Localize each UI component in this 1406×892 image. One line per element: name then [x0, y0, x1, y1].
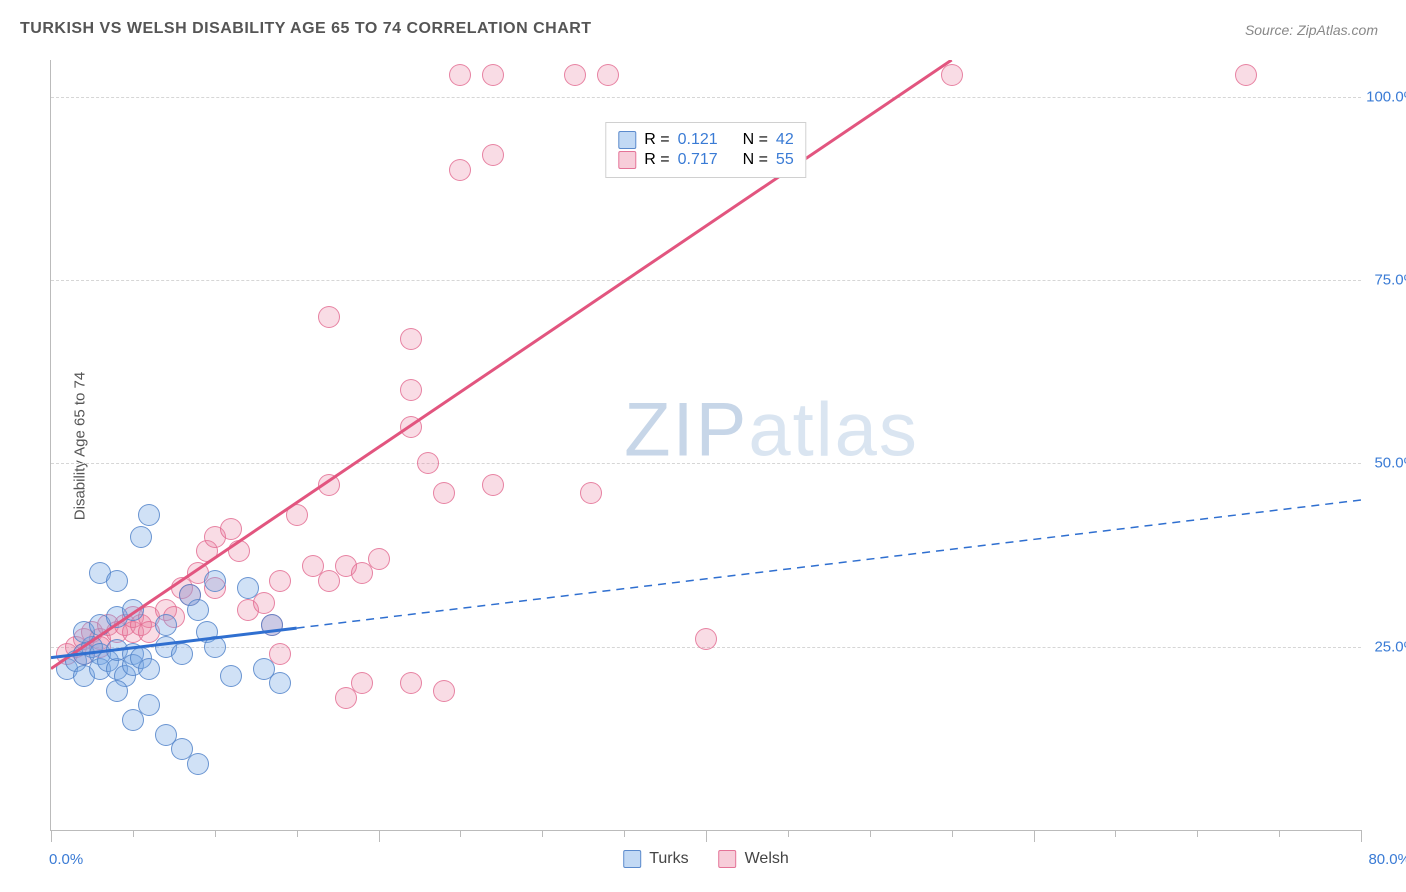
data-point	[482, 474, 504, 496]
r-label: R =	[644, 131, 669, 149]
data-point	[286, 504, 308, 526]
watermark: ZIPatlas	[624, 386, 919, 473]
data-point	[187, 753, 209, 775]
data-point	[138, 504, 160, 526]
data-point	[106, 680, 128, 702]
gridline	[51, 97, 1361, 98]
legend-item-welsh: Welsh	[719, 850, 789, 868]
data-point	[138, 694, 160, 716]
data-point	[171, 643, 193, 665]
data-point	[433, 680, 455, 702]
data-point	[482, 144, 504, 166]
data-point	[695, 628, 717, 650]
data-point	[106, 570, 128, 592]
watermark-atlas: atlas	[748, 387, 919, 472]
data-point	[228, 540, 250, 562]
data-point	[130, 526, 152, 548]
data-point	[220, 518, 242, 540]
x-tick	[624, 830, 625, 837]
n-label: N =	[743, 131, 768, 149]
x-tick	[706, 830, 707, 842]
chart-title: TURKISH VS WELSH DISABILITY AGE 65 TO 74…	[20, 20, 592, 38]
data-point	[368, 548, 390, 570]
x-tick	[133, 830, 134, 837]
swatch-blue-icon	[618, 131, 636, 149]
data-point	[482, 64, 504, 86]
data-point	[400, 379, 422, 401]
y-tick-label: 50.0%	[1374, 455, 1406, 472]
swatch-pink-icon	[618, 151, 636, 169]
data-point	[1235, 64, 1257, 86]
data-point	[220, 665, 242, 687]
legend-row-turks: R = 0.121 N = 42	[618, 131, 793, 149]
data-point	[122, 599, 144, 621]
data-point	[204, 570, 226, 592]
data-point	[580, 482, 602, 504]
n-label: N =	[743, 151, 768, 169]
data-point	[237, 577, 259, 599]
data-point	[138, 658, 160, 680]
data-point	[269, 570, 291, 592]
r-label: R =	[644, 151, 669, 169]
data-point	[597, 64, 619, 86]
correlation-legend: R = 0.121 N = 42 R = 0.717 N = 55	[605, 122, 806, 178]
data-point	[253, 592, 275, 614]
legend-item-turks: Turks	[623, 850, 688, 868]
gridline	[51, 463, 1361, 464]
data-point	[941, 64, 963, 86]
x-tick	[1197, 830, 1198, 837]
data-point	[400, 328, 422, 350]
y-tick-label: 25.0%	[1374, 638, 1406, 655]
data-point	[318, 474, 340, 496]
y-tick-label: 100.0%	[1366, 88, 1406, 105]
x-tick	[297, 830, 298, 837]
y-tick-label: 75.0%	[1374, 272, 1406, 289]
n-value-turks: 42	[776, 131, 794, 149]
data-point	[433, 482, 455, 504]
x-tick-label: 80.0%	[1368, 851, 1406, 868]
legend-row-welsh: R = 0.717 N = 55	[618, 151, 793, 169]
x-tick	[460, 830, 461, 837]
watermark-zip: ZIP	[624, 387, 748, 472]
x-tick	[215, 830, 216, 837]
x-tick	[379, 830, 380, 842]
gridline	[51, 280, 1361, 281]
x-tick	[51, 830, 52, 842]
series-legend: Turks Welsh	[623, 850, 789, 868]
data-point	[261, 614, 283, 636]
chart-plot-area: ZIPatlas R = 0.121 N = 42 R = 0.717 N = …	[50, 60, 1361, 831]
data-point	[318, 306, 340, 328]
data-point	[400, 672, 422, 694]
legend-label-turks: Turks	[649, 850, 688, 868]
x-tick	[870, 830, 871, 837]
data-point	[269, 672, 291, 694]
x-tick	[952, 830, 953, 837]
data-point	[351, 672, 373, 694]
r-value-welsh: 0.717	[678, 151, 718, 169]
source-label: Source: ZipAtlas.com	[1245, 22, 1378, 38]
x-tick	[1279, 830, 1280, 837]
n-value-welsh: 55	[776, 151, 794, 169]
r-value-turks: 0.121	[678, 131, 718, 149]
data-point	[449, 159, 471, 181]
swatch-pink-icon	[719, 850, 737, 868]
x-tick	[1361, 830, 1362, 842]
swatch-blue-icon	[623, 850, 641, 868]
data-point	[155, 614, 177, 636]
x-tick	[788, 830, 789, 837]
legend-label-welsh: Welsh	[745, 850, 789, 868]
x-tick	[1115, 830, 1116, 837]
data-point	[204, 636, 226, 658]
data-point	[187, 599, 209, 621]
data-point	[417, 452, 439, 474]
x-tick-label: 0.0%	[49, 851, 83, 868]
data-point	[449, 64, 471, 86]
data-point	[400, 416, 422, 438]
data-point	[564, 64, 586, 86]
x-tick	[1034, 830, 1035, 842]
x-tick	[542, 830, 543, 837]
